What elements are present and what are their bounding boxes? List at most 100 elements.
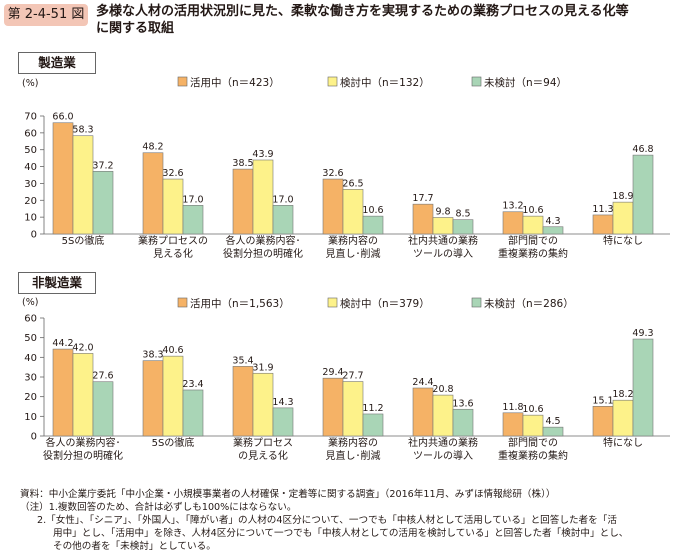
bar bbox=[92, 381, 114, 437]
category-label: の見える化 bbox=[238, 449, 288, 462]
bar bbox=[142, 152, 164, 235]
bar bbox=[232, 168, 254, 235]
legend-swatch-2 bbox=[471, 297, 482, 308]
notes: 資料：中小企業庁委託「中小企業・小規模事業者の人材確保・定着等に関する調査」（2… bbox=[20, 488, 680, 553]
legend-label-2: 未検討（n＝286） bbox=[484, 297, 574, 310]
bar bbox=[232, 366, 254, 437]
bar bbox=[542, 226, 564, 235]
bar bbox=[272, 205, 294, 235]
y-tick-label: 0 bbox=[31, 230, 37, 241]
bar bbox=[252, 159, 274, 235]
legend-label-0: 活用中（n＝1,563） bbox=[190, 297, 290, 310]
category-label: 各人の業務内容･ bbox=[46, 436, 121, 449]
legend-swatch-0 bbox=[177, 297, 188, 308]
bar bbox=[412, 387, 434, 437]
y-tick-label: 30 bbox=[24, 179, 37, 190]
bar-value-label: 27.6 bbox=[92, 371, 113, 382]
title-line-2: に関する取組 bbox=[96, 21, 175, 36]
category-label: 各人の業務内容･ bbox=[226, 234, 301, 247]
bar bbox=[612, 201, 634, 235]
bar bbox=[72, 353, 94, 437]
legend-swatch-1 bbox=[327, 297, 338, 308]
bar bbox=[342, 381, 364, 437]
bar-value-label: 10.6 bbox=[522, 404, 543, 415]
bar bbox=[632, 154, 654, 235]
bar bbox=[342, 189, 364, 235]
bar-value-label: 23.4 bbox=[182, 379, 203, 390]
note-1: （注）1.複数回答のため、合計は必ずしも100%にはならない。 bbox=[20, 502, 297, 513]
legend-swatch-2 bbox=[471, 76, 482, 87]
bar-value-label: 38.5 bbox=[232, 158, 253, 169]
bar bbox=[362, 215, 384, 235]
category-label: 部門間での bbox=[508, 436, 558, 449]
y-tick-label: 30 bbox=[24, 373, 37, 384]
legend-label-0: 活用中（n＝423） bbox=[190, 76, 280, 89]
bar bbox=[452, 408, 474, 437]
category-label: 重複業務の集約 bbox=[498, 449, 568, 462]
bar bbox=[502, 211, 524, 235]
bar-value-label: 8.5 bbox=[455, 209, 470, 220]
category-label: 役割分担の明確化 bbox=[43, 449, 123, 462]
bar-value-label: 42.0 bbox=[72, 342, 93, 353]
bar bbox=[182, 389, 204, 437]
bar-value-label: 29.4 bbox=[322, 367, 343, 378]
bar bbox=[632, 338, 654, 437]
category-label: ツールの導入 bbox=[413, 449, 473, 462]
category-label: 業務プロセス bbox=[233, 436, 293, 449]
bar-value-label: 10.6 bbox=[362, 205, 383, 216]
y-tick-label: 70 bbox=[24, 112, 37, 123]
category-label: 5Sの徹底 bbox=[152, 436, 195, 449]
manufacturing-bar-chart: (%) 活用中（n＝423） 検討中（n＝132） 未検討（n＝94） 0 10 20 30 4… bbox=[22, 76, 670, 260]
y-tick-label: 10 bbox=[24, 412, 37, 423]
title-line-1: 多様な人材の活用状況別に見た、柔軟な働き方を実現するための業務プロセスの見える化… bbox=[96, 4, 629, 19]
category-label: 特になし bbox=[603, 235, 643, 247]
category-label: 見直し･削減 bbox=[326, 449, 381, 462]
category-label: 重複業務の集約 bbox=[498, 247, 568, 260]
bar-value-label: 26.5 bbox=[342, 178, 363, 189]
y-tick-label: 40 bbox=[24, 162, 37, 173]
bar-value-label: 37.2 bbox=[92, 160, 113, 171]
bar-value-label: 13.6 bbox=[452, 398, 473, 409]
category-label: 見直し･削減 bbox=[326, 247, 381, 260]
panel-label-manufacturing: 製造業 bbox=[18, 52, 96, 74]
y-tick-label: 50 bbox=[24, 145, 37, 156]
category-label: 業務内容の bbox=[328, 436, 378, 449]
bar bbox=[92, 170, 114, 235]
bar-value-label: 32.6 bbox=[162, 168, 183, 179]
bar bbox=[592, 214, 614, 235]
figure-number: 第 2-4-51 図 bbox=[4, 4, 88, 26]
bar-value-label: 15.1 bbox=[592, 395, 613, 406]
bar-value-label: 17.0 bbox=[182, 194, 203, 205]
bar-value-label: 13.2 bbox=[502, 201, 523, 212]
panel-label-non-manufacturing: 非製造業 bbox=[18, 272, 96, 294]
bar bbox=[412, 203, 434, 235]
bar bbox=[272, 407, 294, 437]
category-label: 社内共通の業務 bbox=[408, 234, 478, 247]
bar-value-label: 38.3 bbox=[142, 350, 163, 361]
bar-value-label: 20.8 bbox=[432, 384, 453, 395]
note-2-line-1: 2.「女性」、「シニア」、「外国人」、「障がい者」の人材の4区分について、一つで… bbox=[37, 515, 617, 526]
category-label: 5Sの徹底 bbox=[62, 234, 105, 247]
bar-value-label: 11.2 bbox=[362, 403, 383, 414]
category-label: 部門間での bbox=[508, 234, 558, 247]
bar-value-label: 44.2 bbox=[52, 338, 73, 349]
bar-value-label: 43.9 bbox=[252, 149, 273, 160]
bar-value-label: 32.6 bbox=[322, 168, 343, 179]
bar-value-label: 46.8 bbox=[632, 144, 653, 155]
category-label: 役割分担の明確化 bbox=[223, 247, 303, 260]
source-note: 資料：中小企業庁委託「中小企業・小規模事業者の人材確保・定着等に関する調査」（2… bbox=[20, 489, 556, 500]
legend-swatch-0 bbox=[177, 76, 188, 87]
bar-value-label: 4.3 bbox=[545, 216, 560, 227]
bar bbox=[432, 394, 454, 437]
bar-value-label: 11.8 bbox=[502, 402, 523, 413]
bar-value-label: 18.2 bbox=[612, 389, 633, 400]
y-tick-label: 20 bbox=[24, 196, 37, 207]
legend-swatch-1 bbox=[327, 76, 338, 87]
figure-title: 多様な人材の活用状況別に見た、柔軟な働き方を実現するための業務プロセスの見える化… bbox=[96, 3, 680, 37]
bar bbox=[52, 348, 74, 437]
legend-label-1: 検討中（n＝132） bbox=[340, 76, 430, 89]
y-tick-label: 40 bbox=[24, 353, 37, 364]
bar-value-label: 9.8 bbox=[435, 206, 450, 217]
bar-value-label: 31.9 bbox=[252, 362, 273, 373]
bar bbox=[542, 426, 564, 437]
